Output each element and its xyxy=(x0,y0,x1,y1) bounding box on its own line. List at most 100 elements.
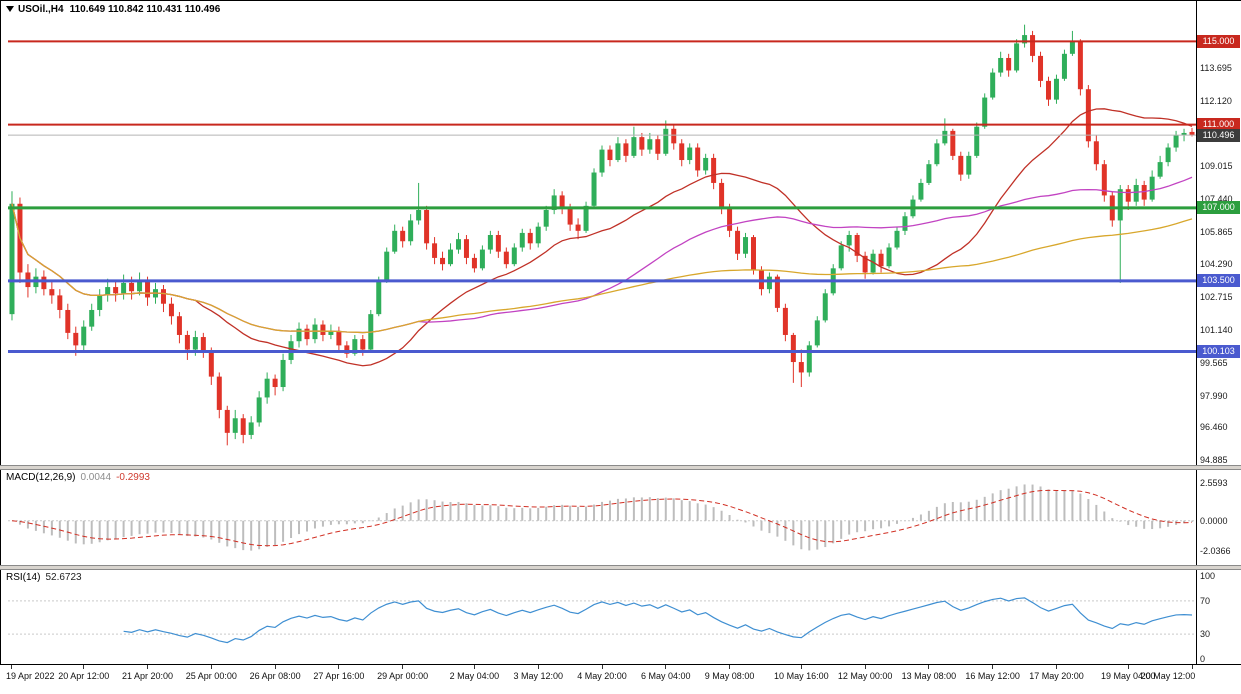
candle xyxy=(479,245,485,271)
candle xyxy=(272,374,278,396)
price-axis-label: 112.120 xyxy=(1200,96,1232,107)
candle xyxy=(89,303,95,331)
candle xyxy=(1045,76,1051,106)
candle xyxy=(81,320,87,352)
time-axis-label: 26 Apr 08:00 xyxy=(249,671,301,681)
candle xyxy=(679,139,685,167)
macd-signal-line xyxy=(11,489,1193,547)
candle xyxy=(384,247,390,283)
candle xyxy=(1030,30,1036,63)
candle xyxy=(232,409,238,440)
candle xyxy=(49,280,55,304)
rsi-axis-label: 100 xyxy=(1200,571,1216,581)
time-axis-label: 13 May 08:00 xyxy=(901,671,957,681)
price-axis-label: 104.290 xyxy=(1200,259,1233,270)
candle xyxy=(591,168,597,208)
time-axis-tick xyxy=(338,665,340,669)
time-axis-label: 4 May 20:00 xyxy=(577,671,627,681)
time-axis-label: 21 Apr 20:00 xyxy=(121,671,174,681)
price-tag-115.000: 115.000 xyxy=(1197,34,1240,48)
candle xyxy=(599,145,605,177)
candle xyxy=(495,230,501,258)
macd-axis-label: 0.0000 xyxy=(1200,515,1228,526)
ma-slow-orange-line xyxy=(11,203,1193,334)
candle xyxy=(655,135,661,161)
candle xyxy=(463,235,469,265)
candle xyxy=(248,416,254,440)
panel-splitter[interactable] xyxy=(0,465,1241,470)
candle xyxy=(1022,24,1028,48)
candle xyxy=(1061,49,1067,81)
candle xyxy=(41,270,47,296)
candle xyxy=(336,326,342,352)
candle xyxy=(1006,53,1012,77)
time-axis-label: 25 Apr 00:00 xyxy=(185,671,237,681)
candle xyxy=(782,303,788,342)
time-axis-tick xyxy=(1191,665,1193,669)
candle xyxy=(1141,180,1147,206)
candle xyxy=(663,120,669,156)
candle xyxy=(176,312,182,344)
candle xyxy=(1038,51,1044,88)
price-axis-label: 109.015 xyxy=(1200,160,1233,171)
candle xyxy=(790,332,796,383)
candle xyxy=(735,226,741,260)
candle xyxy=(1053,74,1059,104)
price-axis[interactable]: 113.695 112.120 109.015 107.440 105.865 104.2… xyxy=(1197,0,1241,694)
candle xyxy=(886,243,892,269)
time-axis-tick xyxy=(1127,665,1129,669)
candle xyxy=(455,232,461,254)
time-axis-tick xyxy=(210,665,212,669)
rsi-axis-label: 0 xyxy=(1200,654,1206,664)
candle xyxy=(615,137,621,163)
candle xyxy=(168,297,174,325)
time-axis-tick xyxy=(11,665,13,669)
rsi-name: RSI(14) xyxy=(6,572,41,583)
candle xyxy=(448,243,454,267)
candle xyxy=(647,132,653,154)
candle xyxy=(519,228,525,252)
price-axis-label: 97.990 xyxy=(1200,390,1228,401)
candle xyxy=(296,322,302,348)
time-axis-tick xyxy=(402,665,404,669)
price-axis-label: 99.565 xyxy=(1200,357,1228,368)
price-tag-100.103: 100.103 xyxy=(1197,345,1240,359)
candle xyxy=(376,276,382,317)
candle xyxy=(113,280,119,302)
candle xyxy=(942,118,948,146)
price-tag-107.000: 107.000 xyxy=(1197,201,1240,215)
candle xyxy=(862,251,868,279)
candle xyxy=(328,324,334,340)
price-axis-label: 113.695 xyxy=(1200,63,1232,74)
time-axis-tick xyxy=(147,665,149,669)
candle xyxy=(392,224,398,254)
time-axis-label: 20 Apr 12:00 xyxy=(58,671,110,681)
time-axis-label: 19 Apr 2022 xyxy=(6,671,55,681)
time-axis-label: 20 May 12:00 xyxy=(1140,671,1196,681)
time-axis-tick xyxy=(537,665,539,669)
panel-splitter[interactable] xyxy=(0,565,1241,570)
candle xyxy=(216,372,222,419)
time-axis[interactable]: 19 Apr 2022 20 Apr 12:00 21 Apr 20:00 25 Ap… xyxy=(0,665,1241,694)
macd-main-value: 0.0044 xyxy=(80,472,112,483)
time-axis-tick xyxy=(729,665,731,669)
time-axis-tick xyxy=(473,665,475,669)
price-axis-label: 94.885 xyxy=(1200,455,1228,466)
candle xyxy=(240,414,246,444)
candle xyxy=(97,289,103,317)
candle xyxy=(408,214,414,246)
time-axis-label: 29 Apr 00:00 xyxy=(377,671,429,681)
time-axis-label: 19 May 04:00 xyxy=(1100,671,1156,681)
candle xyxy=(838,241,844,271)
time-axis-tick xyxy=(928,665,930,669)
candle xyxy=(224,405,230,446)
candle xyxy=(543,205,549,231)
rsi-axis-label: 30 xyxy=(1200,629,1211,640)
candle xyxy=(854,232,860,263)
candle xyxy=(703,153,709,175)
macd-label: MACD(12,26,9) 0.0044 -0.2993 xyxy=(6,472,150,483)
candle xyxy=(184,330,190,360)
candle xyxy=(535,222,541,248)
candle xyxy=(559,191,565,215)
